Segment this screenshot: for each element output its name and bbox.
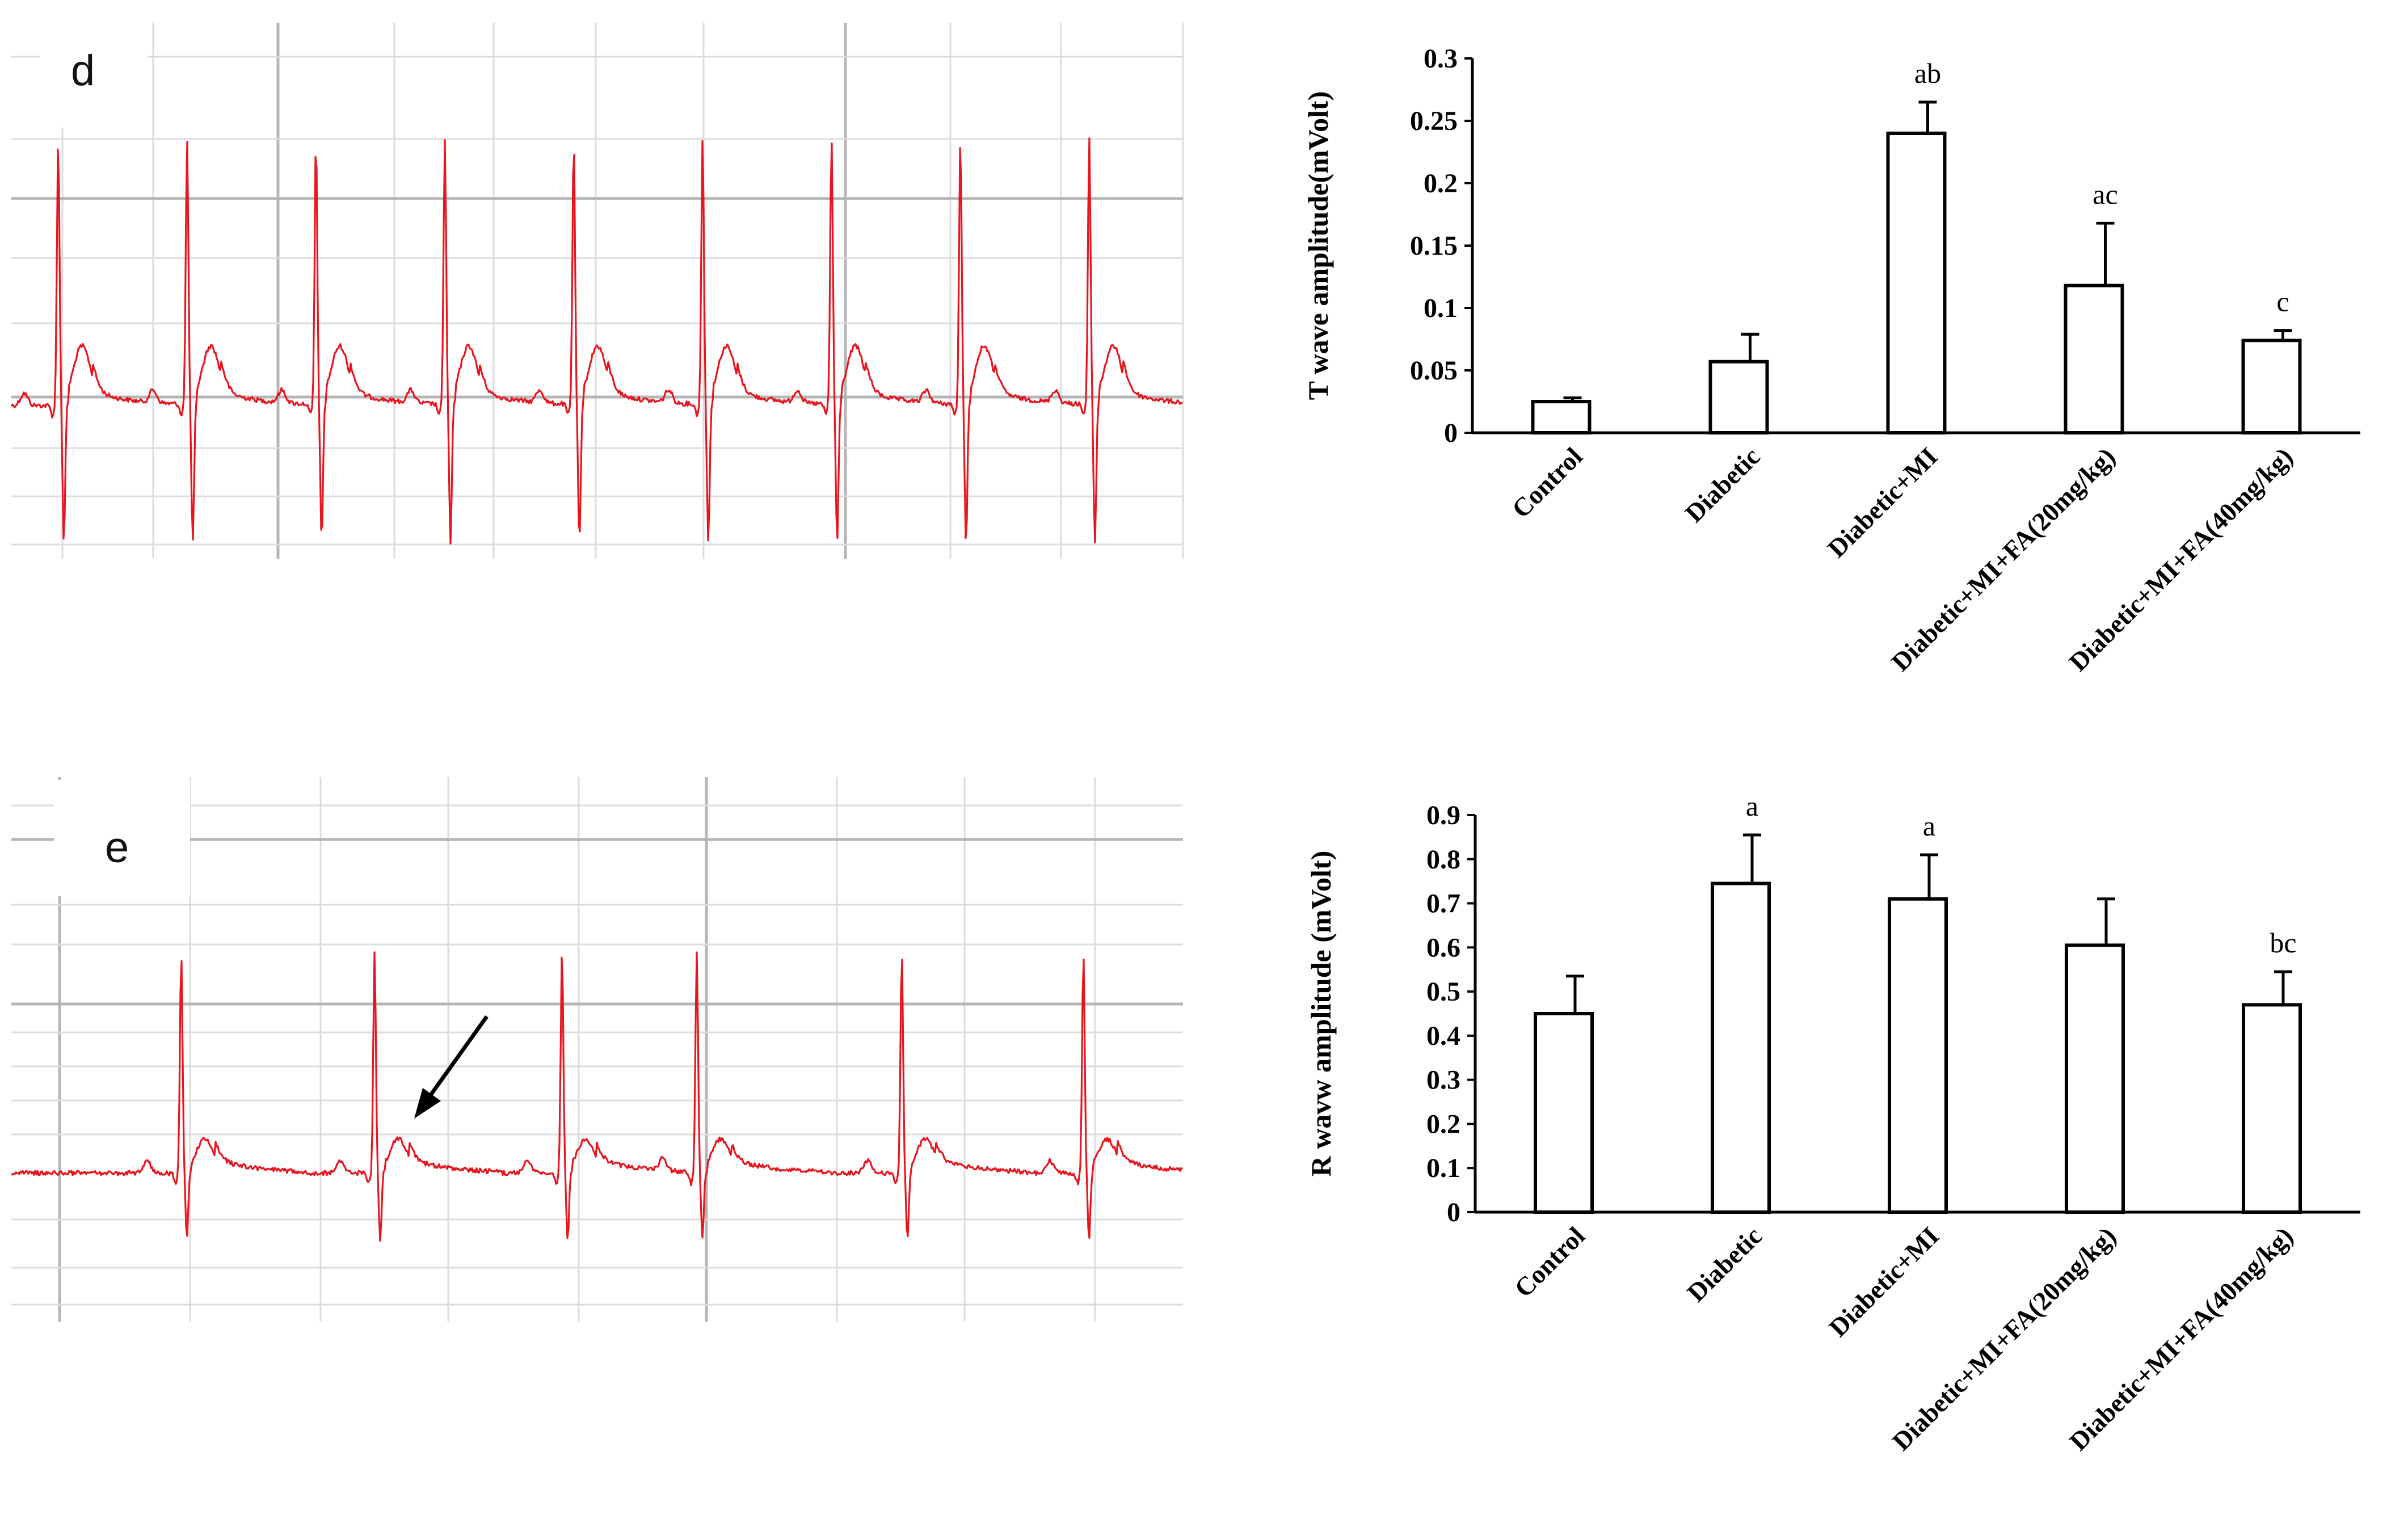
bar — [1886, 132, 1947, 434]
panel-label-e: e — [105, 824, 129, 872]
ecg-grid-d — [11, 23, 1184, 559]
bar — [2065, 943, 2125, 1214]
significance-label: bc — [2270, 927, 2296, 959]
significance-label: ac — [2093, 178, 2117, 210]
y-tick-label: 0.5 — [1426, 977, 1460, 1007]
y-tick-label: 0.3 — [1426, 1065, 1460, 1095]
y-axis-title: T wave amplitude(mVolt) — [1302, 91, 1334, 400]
significance-label: c — [2276, 286, 2289, 318]
y-tick-label: 0.05 — [1410, 356, 1458, 386]
arrow-icon — [414, 1015, 489, 1119]
significance-label: ab — [1914, 57, 1941, 89]
bar — [2064, 284, 2124, 434]
bar — [2242, 1003, 2302, 1214]
ecg-trace-d — [10, 137, 1183, 545]
panel-label-box-d — [40, 23, 148, 128]
panel-label-d: d — [71, 47, 95, 95]
y-axis-title: R wavw amplitude (mVolt) — [1305, 851, 1337, 1177]
bar — [2241, 339, 2302, 435]
y-tick-label: 0.9 — [1426, 800, 1460, 830]
y-tick-label: 0.4 — [1426, 1021, 1460, 1051]
y-tick-label: 0.7 — [1426, 889, 1460, 919]
y-tick-label: 0.6 — [1426, 933, 1460, 963]
panel-label-box-e — [54, 780, 190, 896]
significance-label: a — [1746, 790, 1758, 822]
y-tick-label: 0.8 — [1426, 845, 1460, 875]
bar — [1708, 360, 1769, 434]
y-tick-label: 0 — [1444, 418, 1458, 448]
y-tick-label: 0.3 — [1424, 44, 1458, 74]
bar — [1534, 1012, 1594, 1214]
ecg-panel-d: d — [10, 23, 1184, 559]
bar — [1711, 881, 1771, 1214]
significance-label: a — [1923, 810, 1935, 842]
y-tick-label: 0.2 — [1424, 168, 1458, 199]
ecg-panel-e: e — [11, 777, 1183, 1322]
y-tick-label: 0 — [1447, 1197, 1460, 1227]
bar — [1531, 400, 1592, 434]
y-tick-label: 0.2 — [1426, 1109, 1460, 1139]
y-tick-label: 0.1 — [1426, 1153, 1460, 1183]
y-tick-label: 0.15 — [1410, 231, 1458, 261]
y-tick-label: 0.25 — [1410, 106, 1458, 136]
y-tick-label: 0.1 — [1424, 293, 1458, 323]
bar — [1888, 897, 1948, 1214]
ecg-trace-e — [11, 951, 1183, 1242]
